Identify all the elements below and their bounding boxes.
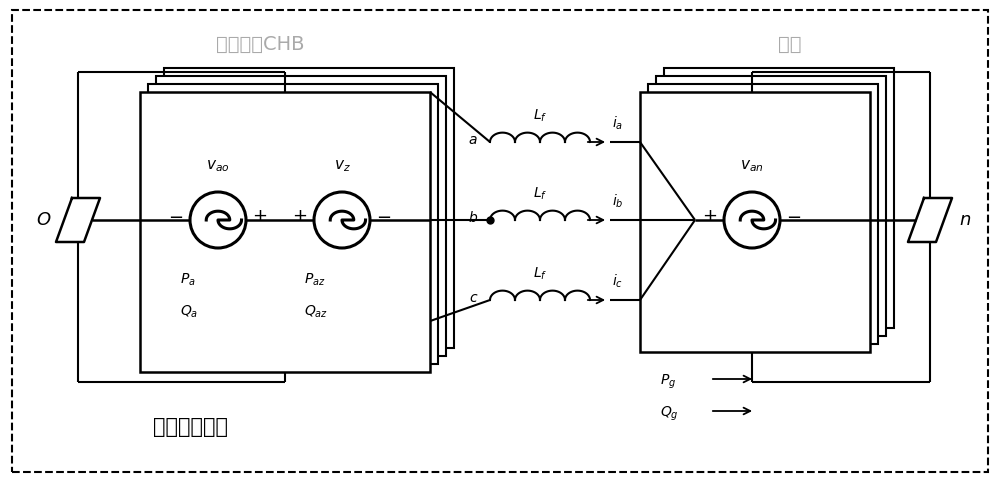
Text: $L_f$: $L_f$ [533,186,547,202]
Text: $b$: $b$ [468,211,478,226]
Text: $-$: $-$ [376,207,392,225]
Text: $Q_a$: $Q_a$ [180,304,198,320]
Bar [148,84,438,364]
Bar [648,84,878,344]
Text: $P_a$: $P_a$ [180,272,196,288]
Circle shape [314,192,370,248]
Text: $c$: $c$ [469,291,478,305]
Text: $L_f$: $L_f$ [533,107,547,124]
Bar [156,76,446,356]
Text: $+$: $+$ [292,207,308,225]
Bar [640,92,870,352]
Text: 光伏并网CHB: 光伏并网CHB [216,35,304,54]
Text: $P_{az}$: $P_{az}$ [304,272,326,288]
Text: $v_{ao}$: $v_{ao}$ [206,158,230,174]
Bar [664,68,894,328]
Text: $n$: $n$ [959,211,971,229]
Bar [656,76,886,336]
Bar [164,68,454,348]
Text: 电网: 电网 [778,35,802,54]
Text: 零序电压注入: 零序电压注入 [152,417,228,437]
Text: $i_b$: $i_b$ [612,193,624,210]
Text: $+$: $+$ [252,207,268,225]
Text: $i_c$: $i_c$ [612,273,623,290]
Text: $-$: $-$ [786,207,802,225]
Text: $+$: $+$ [702,207,718,225]
Text: $Q_{az}$: $Q_{az}$ [304,304,328,320]
Text: $P_g$: $P_g$ [660,373,676,391]
Text: $L_f$: $L_f$ [533,266,547,282]
Text: $v_{an}$: $v_{an}$ [740,158,764,174]
Bar [140,92,430,372]
Text: $Q_g$: $Q_g$ [660,405,679,423]
Text: $-$: $-$ [168,207,184,225]
Circle shape [190,192,246,248]
Text: $i_a$: $i_a$ [612,115,623,132]
Text: $a$: $a$ [468,133,478,147]
Text: $v_z$: $v_z$ [334,158,350,174]
Circle shape [724,192,780,248]
Text: $O$: $O$ [36,211,52,229]
